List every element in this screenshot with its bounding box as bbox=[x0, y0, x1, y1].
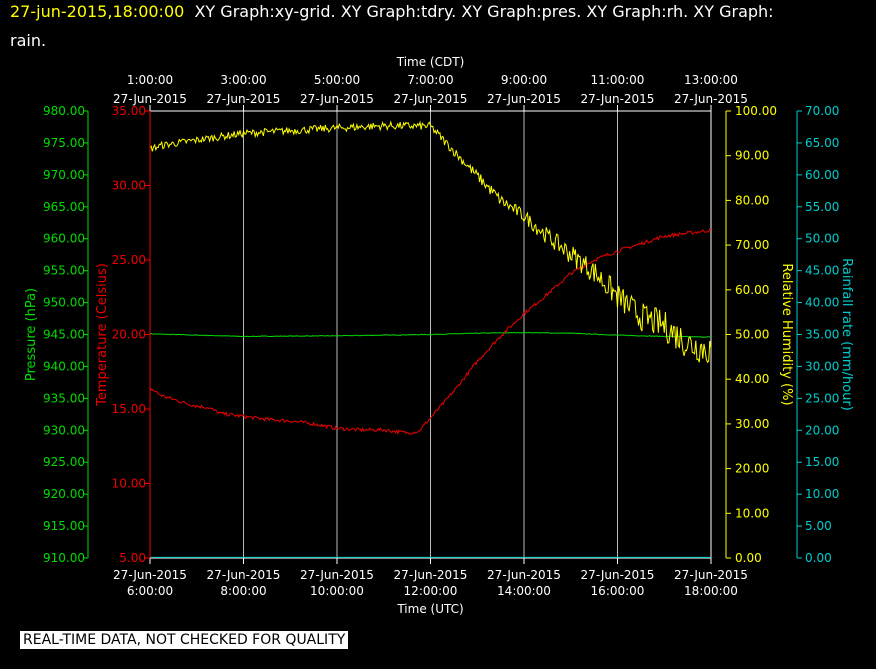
rain-tick-label: 25.00 bbox=[805, 391, 839, 405]
humidity-tick-label: 30.00 bbox=[735, 417, 769, 431]
top-tick-time-label: 5:00:00 bbox=[314, 73, 360, 87]
pressure-tick-label: 950.00 bbox=[43, 296, 85, 310]
bottom-tick-date-label: 27-Jun-2015 bbox=[394, 568, 468, 582]
temperature-tick-label: 5.00 bbox=[119, 551, 146, 565]
temperature-tick-label: 25.00 bbox=[112, 253, 146, 267]
temperature-tick-label: 10.00 bbox=[112, 477, 146, 491]
rain-tick-label: 55.00 bbox=[805, 200, 839, 214]
pressure-tick-label: 960.00 bbox=[43, 232, 85, 246]
bottom-tick-time-label: 18:00:00 bbox=[684, 584, 738, 598]
bottom-tick-date-label: 27-Jun-2015 bbox=[581, 568, 655, 582]
humidity-series-line bbox=[149, 120, 712, 364]
humidity-tick-label: 100.00 bbox=[735, 104, 777, 118]
rain-tick-label: 35.00 bbox=[805, 328, 839, 342]
pressure-tick-label: 920.00 bbox=[43, 487, 85, 501]
bottom-tick-time-label: 8:00:00 bbox=[220, 584, 266, 598]
humidity-axis-title: Relative Humidity (%) bbox=[779, 263, 794, 405]
rain-tick-label: 40.00 bbox=[805, 296, 839, 310]
bottom-tick-time-label: 6:00:00 bbox=[127, 584, 173, 598]
top-axis-title: Time (CDT) bbox=[396, 55, 465, 69]
chart-header: 27-jun-2015,18:00:00 XY Graph:xy-grid. X… bbox=[10, 2, 774, 21]
rain-tick-label: 5.00 bbox=[805, 519, 832, 533]
temperature-tick-label: 30.00 bbox=[112, 179, 146, 193]
top-tick-time-label: 3:00:00 bbox=[220, 73, 266, 87]
top-tick-date-label: 27-Jun-2015 bbox=[207, 92, 281, 106]
temperature-tick-label: 35.00 bbox=[112, 104, 146, 118]
rain-tick-label: 20.00 bbox=[805, 423, 839, 437]
rain-tick-label: 60.00 bbox=[805, 168, 839, 182]
series-layer bbox=[149, 120, 712, 558]
rain-tick-label: 30.00 bbox=[805, 359, 839, 373]
rain-tick-label: 0.00 bbox=[805, 551, 832, 565]
humidity-tick-label: 10.00 bbox=[735, 506, 769, 520]
temperature-tick-label: 20.00 bbox=[112, 328, 146, 342]
pressure-tick-label: 930.00 bbox=[43, 423, 85, 437]
top-tick-date-label: 27-Jun-2015 bbox=[394, 92, 468, 106]
temperature-axis-title: Temperature (Celsius) bbox=[95, 263, 110, 407]
pressure-tick-label: 910.00 bbox=[43, 551, 85, 565]
rain-tick-label: 65.00 bbox=[805, 136, 839, 150]
bottom-tick-date-label: 27-Jun-2015 bbox=[113, 568, 187, 582]
pressure-tick-label: 945.00 bbox=[43, 328, 85, 342]
rain-axis-title: Rainfall rate (mm/hour) bbox=[839, 258, 854, 411]
bottom-tick-date-label: 27-Jun-2015 bbox=[487, 568, 561, 582]
humidity-tick-label: 60.00 bbox=[735, 283, 769, 297]
pressure-tick-label: 965.00 bbox=[43, 200, 85, 214]
bottom-tick-date-label: 27-Jun-2015 bbox=[207, 568, 281, 582]
chart-header-continued: rain. bbox=[10, 31, 47, 50]
grid-layer bbox=[243, 111, 618, 558]
humidity-tick-label: 80.00 bbox=[735, 193, 769, 207]
pressure-tick-label: 975.00 bbox=[43, 136, 85, 150]
pressure-axis-title: Pressure (hPa) bbox=[24, 288, 39, 381]
humidity-tick-label: 0.00 bbox=[735, 551, 762, 565]
pressure-tick-label: 940.00 bbox=[43, 359, 85, 373]
bottom-tick-time-label: 14:00:00 bbox=[497, 584, 551, 598]
top-tick-date-label: 27-Jun-2015 bbox=[487, 92, 561, 106]
header-timestamp: 27-jun-2015,18:00:00 bbox=[10, 2, 185, 21]
pressure-tick-label: 955.00 bbox=[43, 264, 85, 278]
quality-disclaimer: REAL-TIME DATA, NOT CHECKED FOR QUALITY bbox=[20, 631, 349, 649]
pressure-tick-label: 925.00 bbox=[43, 455, 85, 469]
rain-tick-label: 45.00 bbox=[805, 264, 839, 278]
humidity-tick-label: 20.00 bbox=[735, 462, 769, 476]
bottom-tick-date-label: 27-Jun-2015 bbox=[674, 568, 748, 582]
pressure-tick-label: 970.00 bbox=[43, 168, 85, 182]
temperature-series-line bbox=[149, 228, 712, 435]
pressure-tick-label: 980.00 bbox=[43, 104, 85, 118]
top-tick-date-label: 27-Jun-2015 bbox=[674, 92, 748, 106]
humidity-tick-label: 90.00 bbox=[735, 149, 769, 163]
bottom-axis-title: Time (UTC) bbox=[396, 602, 463, 616]
top-tick-time-label: 9:00:00 bbox=[501, 73, 547, 87]
rain-tick-label: 15.00 bbox=[805, 455, 839, 469]
top-tick-date-label: 27-Jun-2015 bbox=[581, 92, 655, 106]
rain-tick-label: 10.00 bbox=[805, 487, 839, 501]
top-tick-time-label: 7:00:00 bbox=[407, 73, 453, 87]
bottom-tick-date-label: 27-Jun-2015 bbox=[300, 568, 374, 582]
pressure-tick-label: 935.00 bbox=[43, 391, 85, 405]
humidity-tick-label: 40.00 bbox=[735, 372, 769, 386]
pressure-tick-label: 915.00 bbox=[43, 519, 85, 533]
top-tick-date-label: 27-Jun-2015 bbox=[300, 92, 374, 106]
bottom-tick-time-label: 12:00:00 bbox=[404, 584, 458, 598]
pressure-series-line bbox=[149, 331, 711, 338]
humidity-tick-label: 70.00 bbox=[735, 238, 769, 252]
header-graph-list: XY Graph:xy-grid. XY Graph:tdry. XY Grap… bbox=[194, 2, 774, 21]
bottom-tick-time-label: 10:00:00 bbox=[310, 584, 364, 598]
top-tick-time-label: 11:00:00 bbox=[591, 73, 645, 87]
top-tick-date-label: 27-Jun-2015 bbox=[113, 92, 187, 106]
rain-tick-label: 50.00 bbox=[805, 232, 839, 246]
temperature-tick-label: 15.00 bbox=[112, 402, 146, 416]
axis-layer: 27-Jun-2015 6:00:00 1:00:00 27-Jun-2015 27-J… bbox=[24, 55, 854, 616]
bottom-tick-time-label: 16:00:00 bbox=[591, 584, 645, 598]
humidity-tick-label: 50.00 bbox=[735, 328, 769, 342]
top-tick-time-label: 1:00:00 bbox=[127, 73, 173, 87]
rain-tick-label: 70.00 bbox=[805, 104, 839, 118]
top-tick-time-label: 13:00:00 bbox=[684, 73, 738, 87]
